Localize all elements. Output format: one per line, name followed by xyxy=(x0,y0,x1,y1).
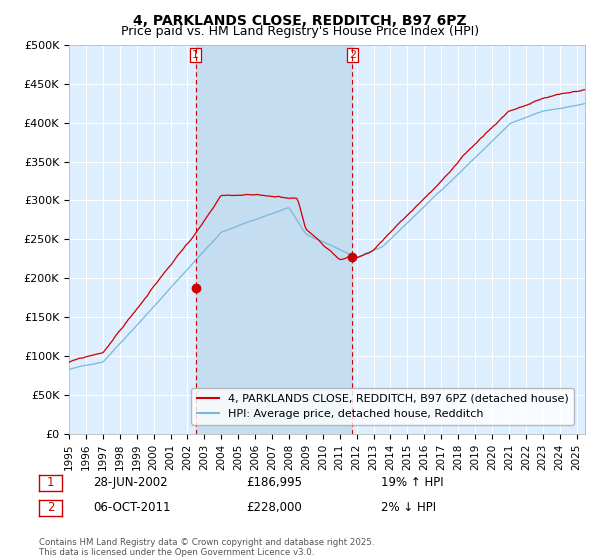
Text: £186,995: £186,995 xyxy=(246,476,302,489)
Legend: 4, PARKLANDS CLOSE, REDDITCH, B97 6PZ (detached house), HPI: Average price, deta: 4, PARKLANDS CLOSE, REDDITCH, B97 6PZ (d… xyxy=(191,388,574,424)
Bar xyxy=(196,45,352,434)
Text: 28-JUN-2002: 28-JUN-2002 xyxy=(93,476,167,489)
Text: 4, PARKLANDS CLOSE, REDDITCH, B97 6PZ: 4, PARKLANDS CLOSE, REDDITCH, B97 6PZ xyxy=(133,14,467,28)
Text: 19% ↑ HPI: 19% ↑ HPI xyxy=(381,476,443,489)
Text: Price paid vs. HM Land Registry's House Price Index (HPI): Price paid vs. HM Land Registry's House … xyxy=(121,25,479,38)
Text: 06-OCT-2011: 06-OCT-2011 xyxy=(93,501,170,515)
Text: Contains HM Land Registry data © Crown copyright and database right 2025.
This d: Contains HM Land Registry data © Crown c… xyxy=(39,538,374,557)
Text: 1: 1 xyxy=(47,476,54,489)
Text: £228,000: £228,000 xyxy=(246,501,302,515)
Text: 1: 1 xyxy=(192,50,199,60)
Text: 2: 2 xyxy=(47,501,54,515)
Text: 2: 2 xyxy=(349,50,356,60)
Text: 2% ↓ HPI: 2% ↓ HPI xyxy=(381,501,436,515)
